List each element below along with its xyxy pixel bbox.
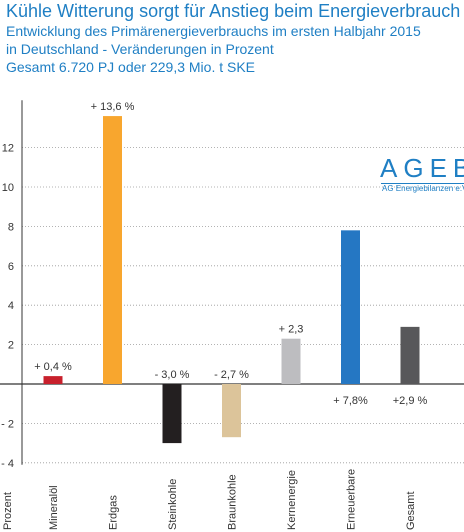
chart-subtitle-1: Entwicklung des Primärenergieverbrauchs … — [6, 23, 421, 39]
chart-subtitle-3: Gesamt 6.720 PJ oder 229,3 Mio. t SKE — [6, 59, 256, 75]
y-tick-label: 10 — [2, 182, 14, 194]
y-tick-label: 2 — [8, 340, 14, 352]
bar-erdgas — [103, 116, 122, 384]
bar-gesamt — [400, 326, 420, 384]
value-label: +2,9 % — [393, 395, 428, 407]
value-label: + 2,3 — [279, 324, 304, 336]
y-tick-label: 12 — [2, 143, 14, 155]
y-tick-label: 4 — [8, 300, 14, 312]
chart-subtitle-2: in Deutschland - Veränderungen in Prozen… — [6, 41, 274, 57]
y-tick-label: 8 — [8, 221, 14, 233]
category-label: Mineralöl — [48, 485, 60, 530]
value-label: + 13,6 % — [91, 101, 135, 113]
value-label: + 0,4 % — [34, 361, 72, 373]
y-tick-label: - 4 — [1, 458, 14, 470]
y-tick-label: - 2 — [1, 418, 14, 430]
bar-erneuerbare — [341, 230, 360, 384]
bar-braunkohle — [222, 384, 241, 438]
chart-title: Kühle Witterung sorgt für Anstieg beim E… — [6, 1, 461, 21]
y-axis-title: Prozent — [2, 492, 14, 530]
category-label: Braunkohle — [227, 474, 239, 530]
y-tick-label: 6 — [8, 261, 14, 273]
category-label: Gesamt — [405, 491, 417, 530]
value-label: - 3,0 % — [155, 369, 190, 381]
category-label: Steinkohle — [167, 479, 179, 530]
category-label: Erneuerbare — [346, 469, 358, 530]
ageb-logo-subtitle: AG Energiebilanzen e.V. — [382, 184, 464, 193]
bar-steinkohle — [162, 384, 182, 444]
ageb-logo-text: AGEB — [380, 153, 464, 183]
value-label: - 2,7 % — [214, 369, 249, 381]
category-label: Kernenergie — [286, 470, 298, 530]
bar-mineralöl — [43, 376, 63, 384]
value-label: + 7,8% — [333, 395, 368, 407]
category-label: Erdgas — [108, 495, 120, 530]
bar-kernenergie — [281, 338, 301, 384]
chart-header: Kühle Witterung sorgt für Anstieg beim E… — [6, 0, 464, 76]
ageb-logo-underline — [381, 183, 464, 184]
